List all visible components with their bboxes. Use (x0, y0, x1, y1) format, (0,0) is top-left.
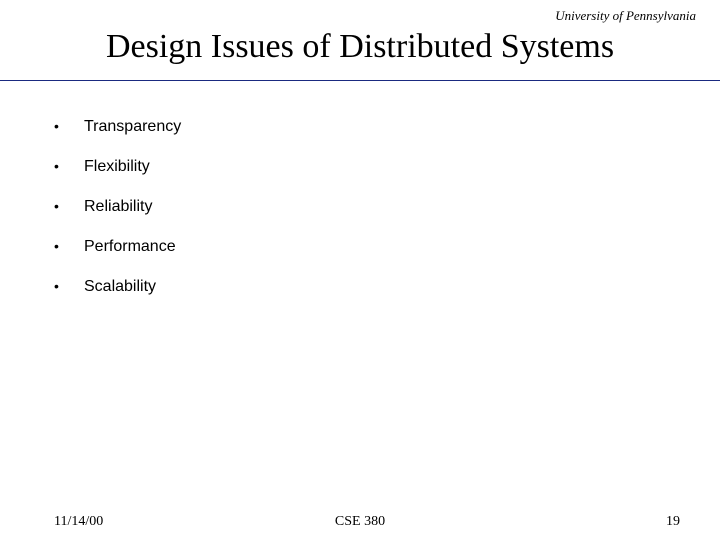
footer-course: CSE 380 (335, 514, 385, 530)
footer-page-number: 19 (666, 514, 680, 530)
list-item: Reliability (54, 198, 181, 216)
list-item: Scalability (54, 278, 181, 296)
bullet-list: Transparency Flexibility Reliability Per… (54, 118, 181, 318)
footer-date: 11/14/00 (54, 514, 103, 530)
affiliation-text: University of Pennsylvania (555, 8, 696, 24)
list-item: Flexibility (54, 158, 181, 176)
list-item: Performance (54, 238, 181, 256)
list-item: Transparency (54, 118, 181, 136)
title-underline (0, 80, 720, 81)
slide-title: Design Issues of Distributed Systems (0, 28, 720, 66)
